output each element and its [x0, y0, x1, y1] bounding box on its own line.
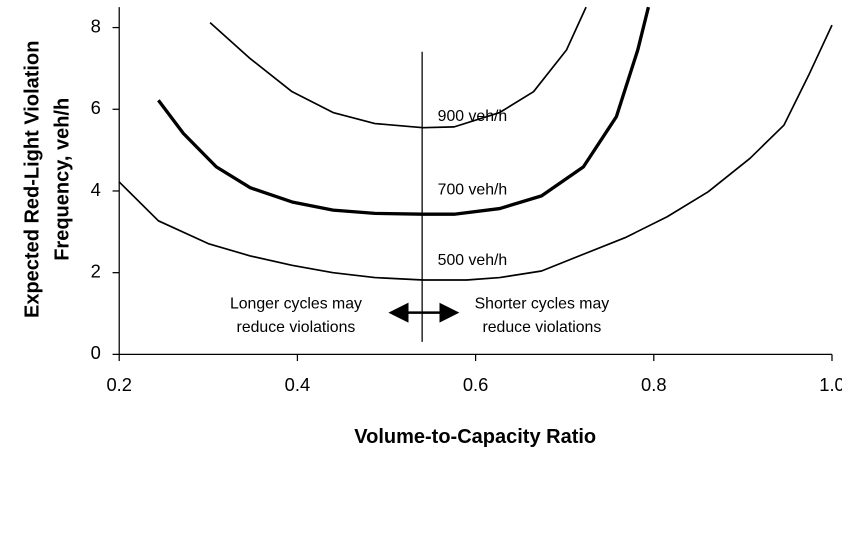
- y-axis-title: Frequency, veh/h: [52, 98, 74, 261]
- series-line: [209, 6, 587, 129]
- y-axis-title: Expected Red-Light Violation: [22, 41, 44, 318]
- x-axis-title: Volume-to-Capacity Ratio: [354, 426, 596, 448]
- y-tick-label: 0: [91, 342, 101, 363]
- x-tick-label: 0.8: [641, 374, 666, 395]
- y-tick-label: 6: [91, 97, 101, 118]
- x-tick-label: 0.4: [285, 374, 310, 395]
- annotation: reduce violations: [237, 319, 356, 336]
- annotation: Longer cycles may: [230, 296, 362, 313]
- x-tick-label: 0.6: [463, 374, 488, 395]
- annotation: reduce violations: [482, 319, 601, 336]
- series-line: [118, 24, 833, 281]
- series-label: 900 veh/h: [438, 108, 508, 125]
- y-tick-label: 4: [91, 179, 101, 200]
- series-label: 500 veh/h: [438, 252, 508, 269]
- x-tick-label: 1.0: [819, 374, 842, 395]
- y-tick-label: 8: [91, 15, 101, 36]
- x-tick-label: 0.2: [106, 374, 131, 395]
- y-tick-label: 2: [91, 261, 101, 282]
- annotation: Shorter cycles may: [475, 296, 610, 313]
- series-label: 700 veh/h: [438, 181, 508, 198]
- series-line: [157, 6, 651, 216]
